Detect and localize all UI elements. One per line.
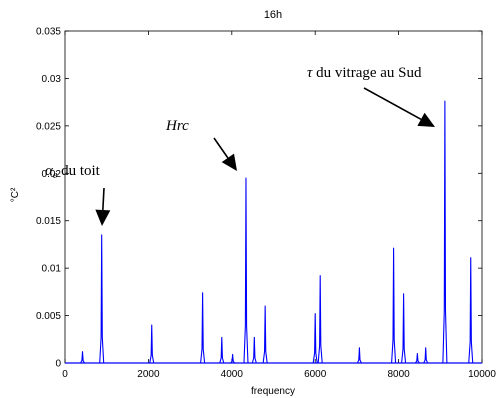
y-tick-label: 0.035 [36, 27, 61, 38]
spectrum-peak [414, 352, 420, 364]
spectrum-series [65, 100, 482, 364]
annotation-arrow-shaft [213, 137, 229, 159]
spectrum-peak [312, 313, 318, 364]
spectrum-peak [251, 336, 257, 364]
y-tick-label: 0.02 [42, 169, 62, 180]
x-tick-label: 6000 [304, 369, 327, 380]
annotation-symbol: α [45, 163, 54, 179]
x-tick-label: 2000 [137, 369, 160, 380]
spectrum-peak [442, 100, 448, 364]
y-tick-label: 0 [55, 359, 61, 370]
annotation-arrow-shaft [102, 187, 105, 211]
annotation-symbol: τ [307, 65, 313, 81]
annotation-label: αe du toit [45, 163, 101, 181]
spectrum-peak [99, 234, 105, 364]
y-tick-label: 0.015 [36, 216, 61, 227]
y-axis-label: °C² [10, 187, 21, 202]
spectrum-peak [356, 347, 362, 364]
spectrum-peak [468, 257, 474, 364]
annotation-text: du toit [57, 163, 100, 179]
y-tick-label: 0.03 [42, 74, 62, 85]
plot-area [64, 30, 483, 364]
annotation-subscript: e [53, 170, 58, 181]
spectrum-peak [391, 247, 397, 364]
x-tick-label: 10000 [468, 369, 496, 380]
spectrum-peak [423, 347, 429, 364]
spectrum-peak [401, 293, 407, 364]
annotation-label: Hrc [165, 118, 189, 134]
y-tick-label: 0.025 [36, 121, 61, 132]
x-tick-label: 0 [62, 369, 68, 380]
x-tick-label: 4000 [221, 369, 244, 380]
spectrum-peak [243, 177, 249, 364]
annotation-arrow-shaft [363, 87, 422, 120]
annotation-arrow-head [221, 153, 237, 171]
chart-title: 16h [264, 9, 282, 21]
y-tick-label: 0.01 [42, 264, 62, 275]
spectrum-peak [200, 292, 206, 364]
annotation-label: τ du vitrage au Sud [307, 65, 422, 81]
spectrum-peak [80, 351, 85, 364]
spectrum-peak [149, 324, 155, 364]
spectrum-peak [230, 353, 236, 364]
spectrum-peak [262, 305, 268, 364]
annotation-arrow-head [417, 112, 435, 127]
annotations: αe du toit Hrc τ du vitrage au Sud [45, 65, 435, 226]
x-axis-label: frequency [251, 386, 295, 397]
annotation-arrow-head [95, 209, 111, 226]
spectrum-peak [317, 275, 323, 364]
annotation-text: du vitrage au Sud [312, 65, 422, 81]
axis-ticks: 0 2000 4000 6000 8000 10000 0 0.005 0.01 0.015 0.0… [36, 27, 496, 381]
y-tick-label: 0.005 [36, 311, 61, 322]
annotation-text: Hrc [165, 118, 189, 134]
spectrum-peak [219, 336, 225, 364]
x-tick-label: 8000 [387, 369, 410, 380]
